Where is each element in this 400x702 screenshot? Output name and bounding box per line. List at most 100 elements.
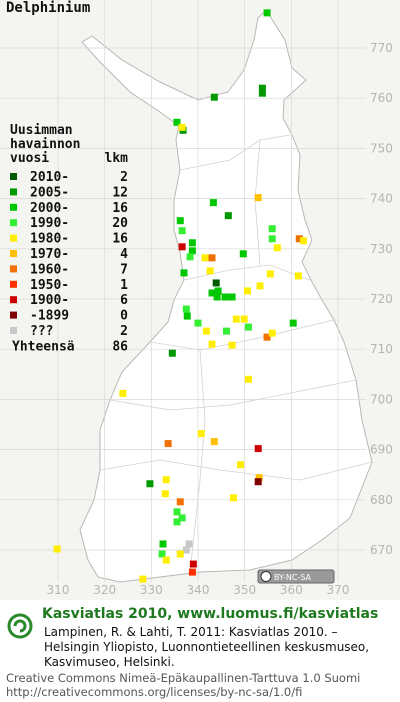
legend-count: 12 [112, 185, 128, 200]
legend-swatch [10, 311, 17, 319]
observation [229, 494, 237, 502]
observation [176, 550, 184, 558]
observation [268, 235, 276, 243]
y-tick-label: 750 [370, 141, 393, 155]
observation [228, 293, 236, 301]
observation [194, 319, 202, 327]
legend-label: 2000- [30, 201, 69, 216]
legend-heading: Uusimman [10, 123, 73, 138]
legend-swatch [10, 173, 17, 180]
observation [173, 118, 181, 126]
legend-label: 1950- [30, 278, 69, 293]
observation [176, 217, 184, 225]
x-tick-label: 350 [233, 583, 256, 597]
observation [254, 478, 262, 486]
y-tick-label: 720 [370, 292, 393, 306]
x-tick-label: 370 [327, 583, 350, 597]
observation [289, 319, 297, 327]
observation [188, 247, 196, 255]
observation [236, 461, 244, 469]
citation-line: Helsingin Yliopisto, Luonnontieteellinen… [44, 640, 369, 654]
badge-box [257, 569, 335, 584]
observation [221, 293, 229, 301]
x-tick-label: 330 [140, 583, 163, 597]
observation [162, 476, 170, 484]
observation [294, 272, 302, 280]
observation [208, 340, 216, 348]
legend-label: 2010- [30, 170, 69, 185]
observation [243, 287, 251, 295]
legend-count: 2 [120, 170, 128, 185]
observation [139, 575, 147, 583]
y-tick-label: 710 [370, 342, 393, 356]
observation [244, 323, 252, 331]
legend-total: 86 [112, 339, 128, 354]
observation [268, 225, 276, 233]
legend-count: 2 [120, 324, 128, 339]
citation-line: Lampinen, R. & Lahti, T. 2011: Kasviatla… [44, 625, 338, 639]
observation [182, 305, 190, 313]
logo [7, 613, 33, 639]
legend-label: 1990- [30, 216, 69, 231]
observation [186, 253, 194, 261]
footer-text: Lampinen, R. & Lahti, T. 2011: Kasviatla… [6, 625, 369, 699]
observation [158, 550, 166, 558]
legend-swatch [10, 327, 17, 334]
y-tick-label: 760 [370, 91, 393, 105]
legend-label: 2005- [30, 185, 69, 200]
cc-badge: BY-NC-SA [257, 569, 335, 584]
x-tick-label: 310 [47, 583, 70, 597]
grid [0, 0, 366, 582]
legend-count-heading: lkm [105, 151, 129, 166]
y-tick-label: 770 [370, 41, 393, 55]
legend-swatch [10, 203, 17, 211]
observation [266, 270, 274, 278]
observation [180, 269, 188, 277]
observation [185, 540, 193, 548]
observation [178, 514, 186, 522]
observation [273, 244, 281, 252]
legend-count: 4 [120, 247, 128, 262]
legend-count: 20 [112, 216, 128, 231]
observation [189, 560, 197, 568]
observation [222, 327, 230, 335]
observation [173, 508, 181, 516]
observation [178, 243, 186, 251]
legend-total-label: Yhteensä [12, 339, 75, 354]
legend-heading: vuosi [10, 151, 49, 166]
observation [214, 287, 222, 295]
citation-line: Kasvimuseo, Helsinki. [44, 655, 175, 669]
observation [178, 123, 186, 131]
y-tick-label: 730 [370, 242, 393, 256]
legend-count: 6 [120, 293, 128, 308]
observation [197, 430, 205, 438]
legend-label: ??? [30, 324, 53, 339]
observation [256, 282, 264, 290]
observation [206, 267, 214, 275]
logo-ring [7, 613, 33, 639]
observation [159, 540, 167, 548]
legend-label: 1960- [30, 262, 69, 277]
observation [213, 293, 221, 301]
observation [173, 518, 181, 526]
observation [208, 254, 216, 262]
observation [295, 235, 303, 243]
legend-swatch [10, 250, 17, 257]
observation [188, 239, 196, 247]
legend-count: 0 [120, 309, 128, 324]
license-line: http://creativecommons.org/licenses/by-n… [6, 685, 302, 699]
observations [53, 9, 307, 583]
observation [178, 227, 186, 235]
y-tick-label: 670 [370, 543, 393, 557]
badge-text: BY-NC-SA [274, 573, 312, 582]
legend-count: 7 [120, 262, 128, 277]
observation [224, 212, 232, 220]
observation [210, 438, 218, 446]
y-tick-label: 700 [370, 392, 393, 406]
legend-swatch [10, 265, 17, 273]
legend-label: 1970- [30, 247, 69, 262]
legend-swatch [10, 219, 17, 227]
observation [208, 289, 216, 297]
observation [263, 333, 271, 341]
